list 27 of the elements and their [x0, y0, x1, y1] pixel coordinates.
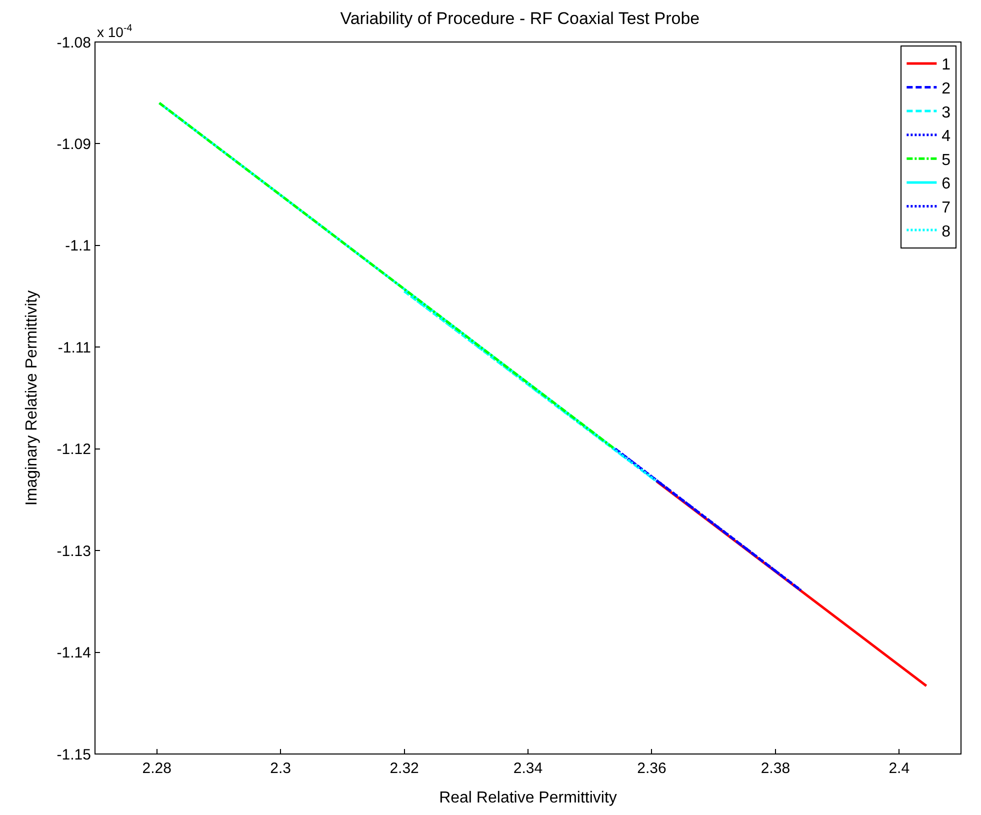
y-tick-label: -1.1 — [65, 238, 91, 255]
legend-label: 3 — [942, 104, 951, 122]
x-tick-label: 2.36 — [637, 760, 666, 777]
chart-title: Variability of Procedure - RF Coaxial Test Probe — [340, 9, 700, 28]
legend-label: 6 — [942, 176, 951, 193]
y-tick-label: -1.13 — [56, 542, 91, 560]
y-tick-label: -1.11 — [58, 339, 91, 356]
x-axis-title: Real Relative Permittivity — [439, 790, 617, 807]
y-tick-label: -1.09 — [56, 136, 91, 153]
legend-label: 7 — [942, 200, 951, 216]
y-axis-title: Imaginary Relative Permittivity — [24, 290, 41, 506]
legend-label: 5 — [942, 152, 951, 169]
y-tick-label: -1.14 — [56, 644, 91, 662]
x-tick-label: 2.32 — [390, 760, 419, 777]
legend-label: 4 — [942, 128, 951, 146]
x-tick-label: 2.4 — [888, 760, 910, 777]
y-tick-label: -1.08 — [56, 34, 91, 52]
y-tick-label: -1.15 — [56, 746, 91, 764]
legend-label: 2 — [942, 80, 951, 98]
legend-label: 8 — [942, 223, 951, 240]
x-tick-label: 2.34 — [513, 760, 543, 777]
y-tick-label: -1.12 — [56, 441, 91, 458]
x-tick-label: 2.28 — [142, 760, 172, 777]
legend-label: 1 — [942, 56, 951, 74]
x-tick-label: 2.38 — [760, 760, 790, 777]
text: x 10$^{-4}$ — [97, 23, 133, 40]
x-tick-label: 2.3 — [270, 760, 291, 777]
